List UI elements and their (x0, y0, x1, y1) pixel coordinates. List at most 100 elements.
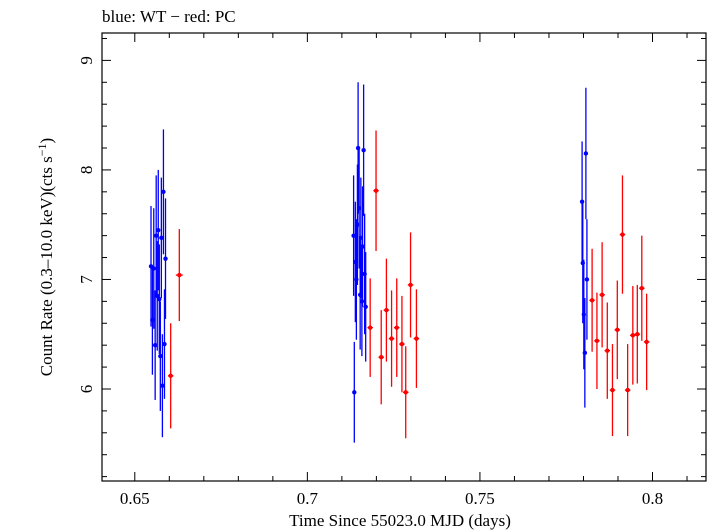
data-point-marker (360, 244, 365, 249)
data-point-pc (378, 310, 384, 405)
data-point-pc (643, 293, 650, 391)
data-point-marker (620, 232, 625, 237)
data-point-wt (153, 175, 159, 296)
data-point-marker (630, 333, 636, 338)
data-point-marker (367, 325, 373, 330)
data-point-wt (582, 298, 588, 408)
y-tick-label: 8 (77, 166, 96, 175)
data-point-pc (175, 229, 183, 322)
data-point-marker (389, 336, 394, 341)
chart-title: blue: WT − red: PC (102, 7, 236, 26)
data-point-wt (156, 169, 161, 291)
y-axis-label: Count Rate (0.3–10.0 keV)(cts s−1) (35, 138, 56, 376)
data-point-pc (373, 130, 379, 251)
data-point-pc (413, 289, 420, 388)
x-tick-label: 0.75 (465, 489, 495, 508)
data-point-marker (161, 189, 166, 195)
data-point-marker (152, 342, 158, 348)
data-point-marker (361, 148, 366, 153)
data-point-pc (624, 344, 631, 437)
y-tick-label: 7 (77, 275, 96, 284)
series-wt (148, 82, 590, 443)
data-point-marker (158, 353, 163, 359)
data-point-marker (639, 286, 645, 291)
data-point-pc (393, 278, 400, 377)
data-point-pc (630, 286, 636, 385)
data-point-pc (609, 344, 616, 437)
y-axis-tick-labels: 6 7 8 9 (77, 56, 96, 393)
data-point-wt (352, 341, 357, 443)
data-point-marker (408, 282, 413, 288)
y-tick-label: 9 (77, 56, 96, 65)
series-layer (148, 82, 650, 443)
data-point-marker (605, 348, 610, 353)
data-point-pc (634, 284, 641, 384)
data-point-marker (582, 350, 588, 356)
data-point-marker (151, 266, 156, 271)
data-point-marker (168, 373, 173, 379)
data-point-marker (635, 332, 640, 337)
data-point-marker (583, 151, 589, 156)
x-tick-label: 0.8 (642, 489, 663, 508)
data-point-wt (152, 290, 158, 400)
data-point-marker (153, 233, 159, 238)
data-point-wt (361, 84, 366, 216)
data-point-wt (363, 252, 368, 362)
x-axis-ticks (134, 33, 688, 481)
data-point-marker (373, 188, 379, 193)
data-point-wt (162, 289, 167, 399)
data-point-wt (151, 208, 156, 329)
y-axis-label-main: Count Rate (0.3–10.0 keV)(cts s (37, 156, 56, 376)
data-point-marker (403, 390, 408, 395)
data-point-wt (584, 219, 590, 340)
data-point-pc (167, 323, 174, 429)
data-point-pc (367, 278, 373, 377)
data-point-marker (156, 227, 161, 233)
data-point-pc (599, 242, 605, 348)
data-point-marker (599, 292, 605, 297)
data-point-wt (159, 177, 164, 299)
data-point-pc (614, 280, 621, 380)
x-tick-label: 0.65 (120, 489, 150, 508)
data-point-pc (383, 258, 390, 362)
data-point-marker (644, 339, 649, 345)
data-point-pc (589, 248, 595, 352)
data-point-pc (604, 302, 611, 399)
series-pc (167, 130, 650, 439)
data-point-marker (394, 325, 399, 330)
data-point-marker (159, 235, 164, 241)
data-point-marker (414, 336, 419, 341)
y-axis-ticks (102, 37, 706, 478)
data-point-wt (161, 129, 166, 255)
data-point-marker (610, 387, 615, 393)
data-point-pc (399, 295, 405, 393)
x-axis-tick-labels: 0.65 0.7 0.75 0.8 (120, 489, 663, 508)
data-point-wt (583, 87, 589, 220)
data-point-marker (163, 256, 168, 261)
data-point-marker (584, 277, 590, 282)
data-point-marker (625, 387, 630, 393)
x-axis-label: Time Since 55023.0 MJD (days) (289, 511, 511, 530)
data-point-pc (388, 290, 395, 387)
data-point-wt (160, 334, 165, 438)
data-point-wt (360, 186, 365, 307)
data-point-wt (157, 244, 162, 354)
data-point-pc (639, 235, 645, 341)
data-point-marker (384, 307, 389, 313)
data-point-marker (363, 304, 368, 310)
data-point-marker (177, 272, 182, 278)
data-point-marker (155, 293, 160, 299)
data-point-marker (157, 296, 162, 302)
data-point-marker (352, 390, 357, 395)
data-point-pc (402, 346, 409, 439)
data-point-marker (160, 383, 165, 388)
x-tick-label: 0.7 (297, 489, 319, 508)
data-point-marker (399, 341, 405, 347)
data-point-marker (359, 299, 365, 304)
data-point-marker (589, 298, 595, 303)
data-point-wt (579, 141, 585, 262)
data-point-marker (379, 355, 384, 360)
y-axis-label-exponent: −1 (35, 143, 49, 156)
data-point-marker (162, 341, 167, 347)
